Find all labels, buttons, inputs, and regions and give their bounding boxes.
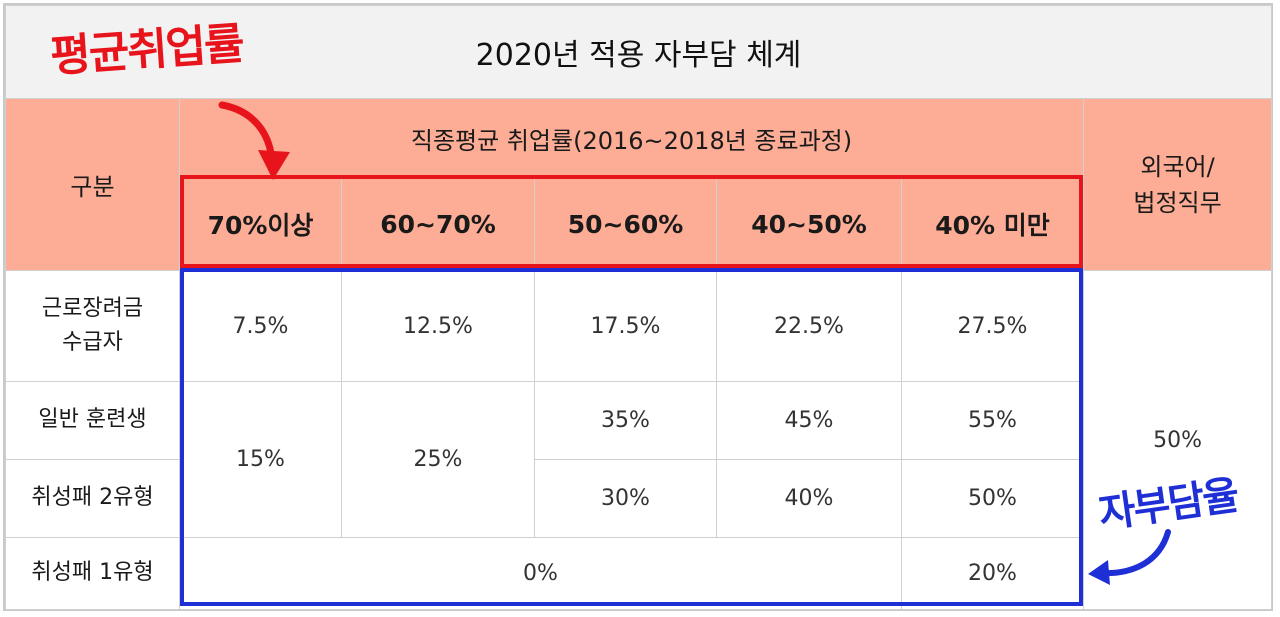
employment-rate-highlight-box [180, 175, 1083, 268]
cost-share-table: 2020년 적용 자부담 체계 구분 직종평균 취업률(2016~2018년 종… [4, 5, 1273, 610]
header-row-1: 구분 직종평균 취업률(2016~2018년 종료과정) 외국어/ 법정직무 [5, 98, 1273, 271]
row-label-incentive: 근로장려금 수급자 [5, 270, 180, 382]
row-label-incentive-line-1: 근로장려금 [41, 295, 144, 321]
title-row: 2020년 적용 자부담 체계 [4, 5, 1273, 99]
table-row: 취성패 2유형 30% 40% 50% [5, 459, 1272, 538]
foreign-language-value: 50% [1082, 270, 1273, 610]
column-header-70-plus: 70%이상 [179, 177, 342, 271]
foreign-language-header: 외국어/ 법정직무 [1082, 98, 1273, 271]
table-cell: 20% [901, 537, 1084, 610]
column-header-under-40: 40% 미만 [901, 177, 1084, 271]
foreign-header-line-1: 외국어/ [1140, 152, 1215, 181]
table-cell: 22.5% [716, 270, 902, 382]
row-label-type2: 취성패 2유형 [5, 459, 180, 538]
table-row: 취성패 1유형 0% 20% [5, 537, 1272, 610]
table-row: 근로장려금 수급자 7.5% 12.5% 17.5% 22.5% 27.5% 5… [5, 270, 1273, 610]
category-header: 구분 [5, 98, 180, 271]
table-row: 일반 훈련생 15% 25% 35% 45% 55% [5, 381, 1272, 538]
table-cell: 7.5% [179, 270, 342, 382]
table-cell: 50% [901, 459, 1084, 538]
header-row-2: 70%이상 60~70% 50~60% 40~50% 40% 미만 [6, 177, 1272, 271]
page-title: 2020년 적용 자부담 체계 [4, 5, 1273, 99]
row-label-incentive-line-2: 수급자 [62, 330, 123, 355]
foreign-header-line-2: 법정직무 [1133, 188, 1222, 217]
column-header-60-70: 60~70% [341, 177, 535, 271]
table-cell: 55% [901, 381, 1084, 460]
table-cell: 30% [534, 459, 717, 538]
table-cell-merged: 25% [341, 381, 535, 538]
cost-share-highlight-box [180, 268, 1083, 606]
row-label-type1: 취성패 1유형 [5, 537, 180, 610]
table-cell: 12.5% [341, 270, 535, 382]
column-header-50-60: 50~60% [534, 177, 717, 271]
table-cell: 35% [534, 381, 717, 460]
